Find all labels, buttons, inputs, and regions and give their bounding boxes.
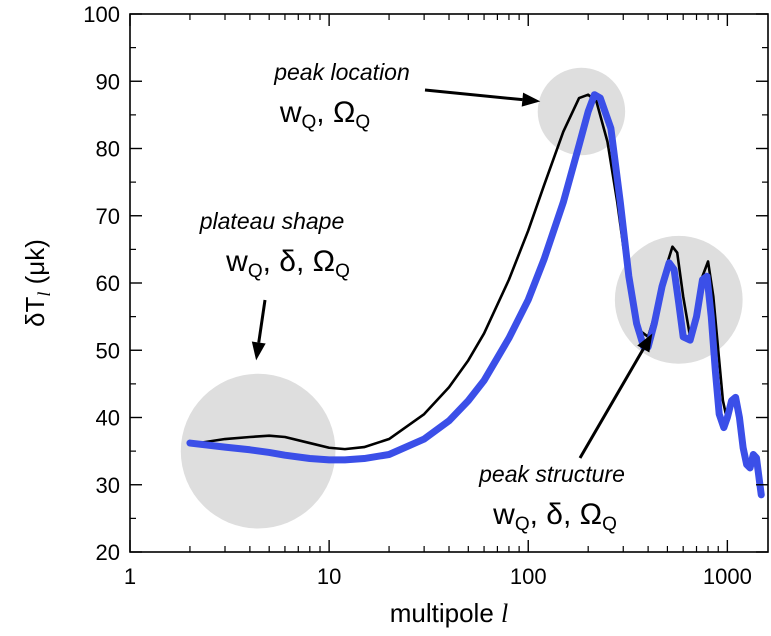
x-tick-label: 10 bbox=[317, 564, 341, 589]
annotation-arrow-shaft bbox=[257, 299, 267, 343]
annotation-params: wQ, δ, ΩQ bbox=[492, 498, 617, 535]
annotation-param-subscript: Q bbox=[515, 514, 530, 535]
annotation-param-text: , δ, Ω bbox=[530, 498, 602, 531]
annotation-title: plateau shape bbox=[199, 208, 345, 234]
y-tick-label: 50 bbox=[96, 338, 120, 363]
y-tick-label: 70 bbox=[96, 204, 120, 229]
x-axis-label-text: multipole bbox=[390, 598, 501, 628]
x-tick-label: 1 bbox=[124, 564, 136, 589]
annotation-arrow-shaft bbox=[424, 88, 523, 102]
y-axis-label-unit: (μk) bbox=[20, 239, 50, 292]
x-tick-label: 1000 bbox=[703, 564, 752, 589]
annotation-param-subscript: Q bbox=[355, 112, 370, 133]
x-tick-label: 100 bbox=[510, 564, 547, 589]
y-tick-label: 20 bbox=[96, 540, 120, 565]
annotation-param-text: w bbox=[225, 245, 248, 278]
y-axis-label-symbol: δT bbox=[20, 296, 50, 326]
annotation-arrow-shaft bbox=[578, 348, 645, 459]
annotation-param-text: , δ, Ω bbox=[263, 245, 335, 278]
y-axis-label-subscript: l bbox=[34, 292, 54, 297]
highlight-circle-1 bbox=[537, 67, 626, 156]
y-tick-label: 60 bbox=[96, 271, 120, 296]
annotation-param-subscript: Q bbox=[602, 514, 617, 535]
annotation-param-subscript: Q bbox=[302, 112, 317, 133]
y-tick-label: 90 bbox=[96, 69, 120, 94]
y-tick-label: 30 bbox=[96, 473, 120, 498]
annotation-param-text: w bbox=[279, 96, 302, 129]
annotation-param-subscript: Q bbox=[335, 261, 350, 282]
annotation-title: peak structure bbox=[478, 461, 625, 487]
annotation-arrow-head bbox=[521, 92, 541, 107]
y-tick-label: 80 bbox=[96, 137, 120, 162]
y-axis-label: δTl (μk) bbox=[20, 239, 54, 327]
annotation-param-subscript: Q bbox=[248, 261, 263, 282]
annotation-params: wQ, δ, ΩQ bbox=[225, 245, 350, 282]
annotation-title: peak location bbox=[273, 59, 410, 85]
annotation-arrow-head bbox=[251, 341, 266, 361]
annotation-param-text: , Ω bbox=[316, 96, 355, 129]
y-tick-label: 40 bbox=[96, 406, 120, 431]
x-axis-label-symbol: l bbox=[501, 599, 508, 628]
x-axis-label: multipole l bbox=[390, 598, 509, 628]
annotation-param-text: w bbox=[492, 498, 515, 531]
y-tick-label: 100 bbox=[83, 2, 120, 27]
annotation-arrow-head bbox=[637, 333, 653, 353]
annotation-params: wQ, ΩQ bbox=[279, 96, 370, 133]
